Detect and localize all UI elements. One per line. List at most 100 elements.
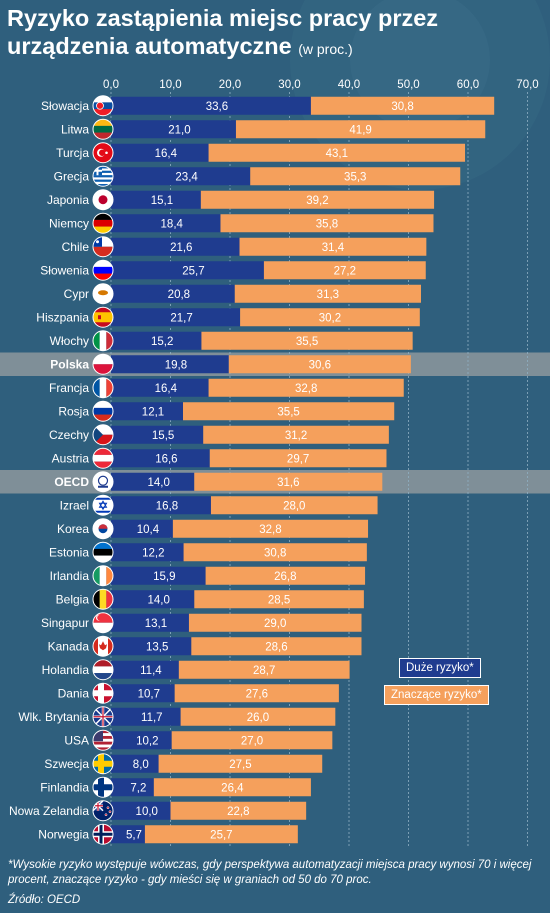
data-label-significant-risk: 27,5 — [229, 759, 251, 771]
flag-nl-icon — [92, 659, 114, 681]
flag-cl-icon — [92, 236, 114, 258]
bar-high-risk — [111, 425, 204, 444]
data-label-significant-risk: 41,9 — [349, 124, 371, 136]
flag-kr-icon — [92, 518, 114, 540]
bar-significant-risk — [194, 472, 383, 491]
bar-high-risk — [111, 613, 189, 632]
bar-high-risk — [111, 167, 251, 186]
bar-significant-risk — [191, 637, 362, 656]
data-label-high-risk: 15,5 — [152, 430, 174, 442]
category-label: OECD — [54, 475, 89, 489]
title-unit: (w proc.) — [298, 41, 353, 57]
source: Źródło: OECD — [8, 894, 81, 906]
flag-sg-icon — [92, 612, 114, 634]
category-label: Irlandia — [50, 569, 90, 583]
legend-high-risk: Duże ryzyko* — [399, 658, 481, 678]
bar-high-risk — [111, 331, 202, 350]
bar-significant-risk — [201, 331, 413, 350]
flag-us-icon — [92, 729, 114, 751]
bar-high-risk — [111, 143, 209, 162]
legend-high-risk-label: Duże ryzyko* — [406, 662, 474, 674]
data-label-significant-risk: 30,8 — [264, 547, 286, 559]
bar-high-risk — [111, 96, 311, 115]
category-label: Cypr — [64, 287, 89, 301]
bar-high-risk — [111, 449, 210, 468]
flag-sk-icon — [92, 95, 114, 117]
data-label-high-risk: 10,4 — [137, 524, 160, 536]
data-label-significant-risk: 43,1 — [326, 148, 348, 160]
x-tick-label: 60,0 — [457, 79, 479, 91]
bar-high-risk — [111, 214, 221, 233]
flag-no-icon — [92, 823, 114, 845]
data-label-significant-risk: 27,0 — [241, 735, 263, 747]
flag-gb-icon — [92, 706, 114, 728]
data-label-high-risk: 10,2 — [136, 735, 158, 747]
category-label: Słowacja — [41, 99, 89, 113]
bar-high-risk — [111, 543, 184, 562]
bar-significant-risk — [153, 778, 311, 797]
bar-significant-risk — [194, 590, 364, 609]
data-label-high-risk: 11,4 — [140, 665, 162, 677]
bar-significant-risk — [183, 543, 367, 562]
bar-significant-risk — [208, 378, 404, 397]
data-label-high-risk: 12,1 — [142, 406, 164, 418]
bar-high-risk — [111, 519, 173, 538]
bar-high-risk — [111, 237, 240, 256]
data-label-significant-risk: 28,6 — [265, 641, 287, 653]
category-label: Nowa Zelandia — [9, 804, 89, 818]
bar-high-risk — [111, 261, 264, 280]
data-label-significant-risk: 28,7 — [253, 665, 275, 677]
bar-high-risk — [111, 284, 235, 303]
data-label-high-risk: 13,1 — [145, 618, 167, 630]
data-label-significant-risk: 25,7 — [210, 829, 232, 841]
flag-ie-icon — [92, 565, 114, 587]
legend-significant-risk: Znaczące ryzyko* — [384, 685, 489, 705]
title-text: Ryzyko zastąpienia miejsc pracy przez ur… — [7, 5, 439, 59]
data-label-significant-risk: 28,5 — [268, 594, 290, 606]
data-label-high-risk: 21,7 — [170, 312, 192, 324]
bar-high-risk — [111, 472, 195, 491]
bar-significant-risk — [209, 449, 387, 468]
category-label: Litwa — [61, 122, 89, 136]
data-label-high-risk: 12,2 — [142, 547, 164, 559]
flag-ru-icon — [92, 400, 114, 422]
data-label-high-risk: 8,0 — [133, 759, 149, 771]
data-label-significant-risk: 30,2 — [319, 312, 341, 324]
data-label-significant-risk: 31,4 — [322, 242, 345, 254]
bar-significant-risk — [220, 214, 434, 233]
flag-tr-icon — [92, 142, 114, 164]
data-label-significant-risk: 31,2 — [285, 430, 307, 442]
x-tick-label: 70,0 — [516, 79, 538, 91]
bar-significant-risk — [171, 731, 333, 750]
x-tick-label: 30,0 — [278, 79, 300, 91]
category-label: Słowenia — [40, 263, 89, 277]
flag-be-icon — [92, 588, 114, 610]
bar-high-risk — [111, 308, 241, 327]
bar-significant-risk — [310, 96, 495, 115]
category-label: Finlandia — [40, 780, 89, 794]
data-label-high-risk: 20,8 — [168, 289, 190, 301]
data-label-high-risk: 11,7 — [141, 712, 163, 724]
category-label: Singapur — [41, 616, 89, 630]
x-tick-label: 40,0 — [338, 79, 360, 91]
bar-high-risk — [111, 378, 209, 397]
data-label-high-risk: 13,5 — [146, 641, 168, 653]
category-label: Austria — [52, 451, 90, 465]
category-label: Holandia — [42, 663, 90, 677]
chart-title: Ryzyko zastąpienia miejsc pracy przez ur… — [7, 4, 547, 63]
data-label-significant-risk: 39,2 — [306, 195, 328, 207]
flag-ca-icon — [92, 635, 114, 657]
data-label-significant-risk: 32,8 — [259, 524, 281, 536]
x-tick-label: 0,0 — [103, 79, 119, 91]
data-label-high-risk: 19,8 — [165, 359, 187, 371]
bar-high-risk — [111, 825, 145, 844]
bar-significant-risk — [174, 684, 339, 703]
data-label-significant-risk: 35,8 — [316, 218, 338, 230]
bar-significant-risk — [158, 754, 323, 773]
legend-significant-risk-label: Znaczące ryzyko* — [391, 689, 482, 701]
data-label-significant-risk: 26,4 — [221, 782, 244, 794]
flag-ee-icon — [92, 541, 114, 563]
data-label-significant-risk: 29,0 — [264, 618, 286, 630]
bar-high-risk — [111, 496, 211, 515]
flag-cz-icon — [92, 424, 114, 446]
